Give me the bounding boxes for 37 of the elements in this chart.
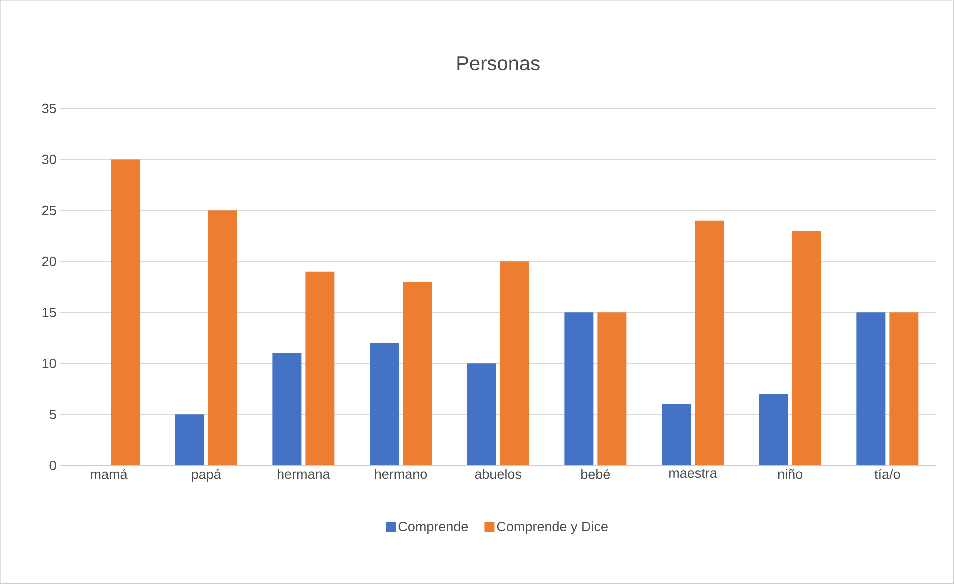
chart-title: Personas (458, 56, 540, 71)
legend-label: Comprende (398, 522, 468, 534)
bar (370, 343, 400, 466)
bar (403, 282, 432, 466)
y-tick-label: 30 (42, 154, 56, 164)
x-tick-label: tía/o (874, 469, 900, 480)
x-tick-label: niño (778, 469, 803, 480)
bar (759, 394, 788, 466)
y-tick-label: 35 (42, 104, 56, 114)
x-tick-label: abuelos (475, 469, 522, 480)
bar (662, 404, 692, 466)
bar (856, 312, 886, 466)
y-tick-label: 0 (50, 460, 56, 470)
bar (564, 312, 594, 466)
bar (208, 210, 238, 466)
legend-label: Comprende y Dice (497, 522, 608, 534)
bar (467, 364, 496, 466)
x-tick-label: papá (192, 469, 222, 482)
bar (890, 312, 919, 466)
bar (500, 262, 530, 466)
y-tick-label: 15 (42, 308, 56, 318)
bar (695, 220, 724, 466)
bar (111, 160, 140, 466)
bar (306, 272, 335, 466)
x-tick-label: bebé (582, 469, 610, 480)
bar (598, 312, 627, 466)
bar (272, 353, 302, 466)
x-tick-label: hermano (375, 469, 428, 480)
x-tick-label: maestra (670, 469, 718, 478)
x-tick-label: mamá (91, 469, 128, 480)
y-tick-label: 10 (42, 358, 56, 368)
bar (792, 231, 822, 466)
y-tick-label: 5 (50, 410, 56, 420)
x-tick-label: hermana (278, 469, 330, 480)
y-tick-label: 25 (42, 206, 56, 216)
bar (175, 414, 204, 466)
y-tick-label: 20 (42, 256, 56, 266)
